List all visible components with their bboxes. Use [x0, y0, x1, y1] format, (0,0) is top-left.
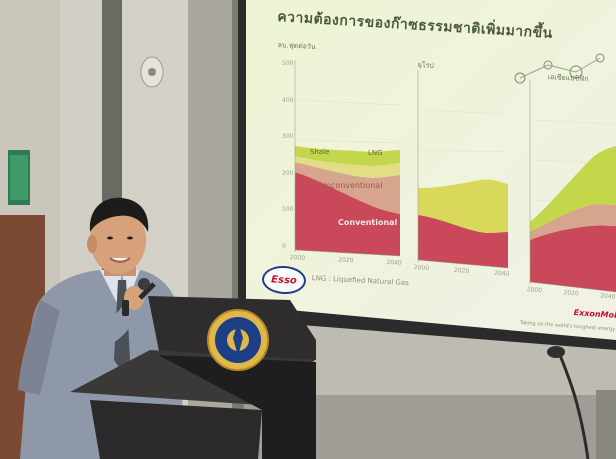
panel1-y-tick: 0 [282, 242, 286, 250]
panel1-area-conventional [295, 172, 400, 256]
panel1-area-lng [295, 156, 400, 178]
panel1-band-label: Conventional [338, 218, 398, 227]
speaker-head [90, 206, 146, 274]
panel1-y-axis: 500 400 300 200 100 0 [282, 60, 294, 250]
panel1-band-label: Shale [310, 148, 330, 156]
panel2-area-conventional [418, 215, 508, 268]
panel3-area-shale [530, 146, 616, 232]
network-graphic [514, 53, 605, 84]
panel1-y-tick: 100 [282, 206, 294, 214]
panel1-y-tick: 200 [282, 169, 294, 177]
panel1-band-label: Unconventional [320, 181, 383, 190]
panel3-area-conventional [530, 225, 616, 292]
panel1-y-tick: 400 [282, 96, 294, 104]
panel1-band-label: LNG [368, 149, 383, 157]
panel3-area-unconventional [530, 204, 616, 240]
panel2-area-shale [418, 179, 508, 233]
handheld-mic [138, 278, 150, 290]
panel1-area-unconventional [295, 162, 400, 214]
panel1-area-shale [295, 146, 400, 166]
panel1-y-tick: 300 [282, 133, 294, 141]
panel1-y-tick: 500 [282, 60, 294, 67]
